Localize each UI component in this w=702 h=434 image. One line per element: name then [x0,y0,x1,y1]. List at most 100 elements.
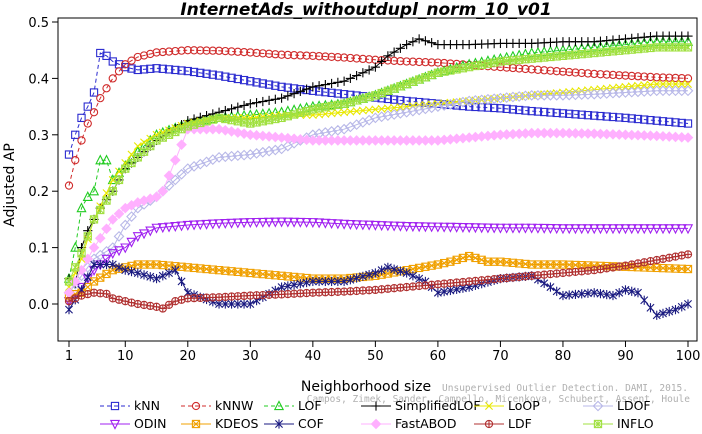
point-odin [314,218,325,229]
point-odin [320,218,331,229]
point-knnw [590,69,599,79]
legend-marker-simplifiedlof [371,401,381,411]
point-loop [621,82,630,91]
point-knnw [608,70,618,80]
point-simplifiedlof [301,84,312,94]
point-loop [633,81,642,90]
legend-marker-fastabod [370,418,382,430]
point-knn [202,69,211,78]
x-tick-label: 30 [242,349,259,364]
point-knn [164,65,174,74]
point-simplifiedlof [389,47,399,57]
point-odin [170,222,181,232]
point-cof [146,272,155,282]
point-simplifiedlof [270,94,280,104]
point-simplifiedlof [289,89,299,99]
point-odin [657,224,669,235]
point-odin [370,220,381,231]
point-ldof [94,249,106,261]
point-cof [565,290,574,300]
point-odin [295,217,306,228]
point-knnw [665,73,674,82]
series-line-lof [68,41,688,279]
point-knnw [164,47,174,56]
point-knn [408,97,418,106]
point-knnw [89,108,99,117]
point-cof [646,303,655,313]
point-odin [632,224,644,235]
point-odin [207,219,218,230]
point-knn [577,110,586,119]
legend-item-knn: kNN [100,398,160,413]
point-odin [645,224,656,235]
legend-item-cof: COF [264,416,324,431]
point-simplifiedlof [239,100,249,111]
legend-item-loop: LoOP [474,398,540,413]
point-fastabod [157,185,169,197]
point-cof [121,265,130,275]
point-odin [345,219,356,230]
point-odin [557,224,569,235]
point-simplifiedlof [352,70,362,81]
point-odin [476,223,487,234]
point-knn [471,102,480,112]
point-odin [426,222,437,233]
point-odin [226,218,237,229]
point-simplifiedlof [377,56,387,67]
point-simplifiedlof [589,37,599,47]
series-line-loop [68,83,688,288]
legend-marker-inflo [593,419,603,429]
point-odin [620,224,631,235]
point-knn [152,64,161,73]
legend-label-loop: LoOP [508,398,540,413]
point-loop [659,80,667,89]
point-simplifiedlof [402,39,412,50]
point-ldf [164,300,174,309]
legend-label-ldf: LDF [508,416,532,431]
point-knnw [114,67,124,76]
point-simplifiedlof [314,81,324,91]
point-knnw [533,65,543,74]
point-simplifiedlof [427,38,437,48]
point-cof [627,286,636,296]
point-inflo [602,47,611,57]
point-knn [71,130,80,139]
series-markers-knn [64,48,693,159]
point-cof [677,302,686,312]
point-cof [371,268,380,278]
point-knnw [139,51,149,60]
point-lof [101,154,112,165]
point-cof [684,299,692,309]
point-odin [238,218,250,229]
point-inflo [546,52,555,62]
series-line-simplifiedlof [68,35,688,286]
point-fastabod [163,170,175,181]
x-tick-label: 40 [305,349,322,364]
point-fastabod [113,208,125,220]
legend-marker-knn [110,401,120,411]
point-simplifiedlof [226,104,237,114]
point-odin [501,223,512,234]
point-ldf [89,288,99,297]
point-loop [671,80,680,89]
point-knnw [302,51,311,60]
point-odin [457,223,469,233]
point-fastabod [169,154,181,166]
point-ldof [332,124,344,136]
point-cof [233,299,242,309]
y-tick-label: 0.1 [28,242,49,257]
point-ldf [521,272,530,281]
point-knnw [521,64,530,74]
point-odin [564,224,575,235]
point-odin [532,223,544,234]
series-markers-cof [65,259,692,320]
point-ldof [445,98,456,110]
point-cof [283,281,292,291]
point-knn [96,48,105,58]
point-ldof [176,168,187,180]
legend-marker-odin [109,419,121,430]
point-ldf [683,250,693,259]
point-cof [440,286,449,297]
x-tick-label: 20 [180,349,197,364]
